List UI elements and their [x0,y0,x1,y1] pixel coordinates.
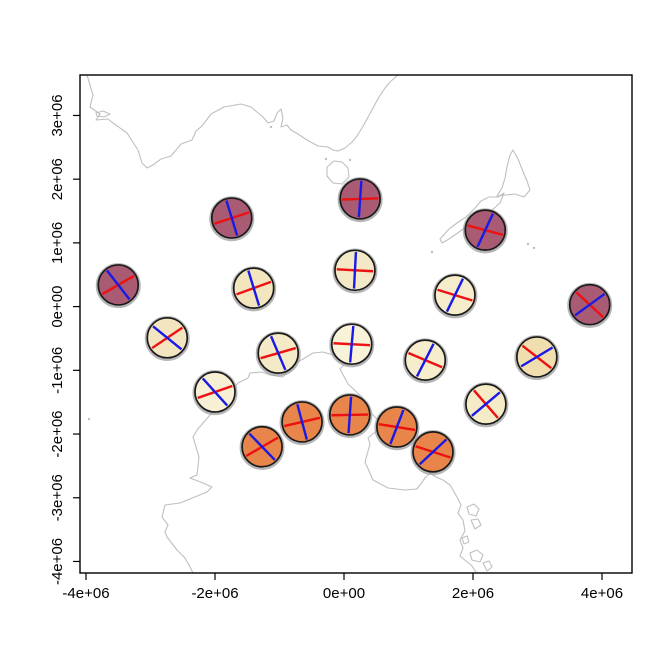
y-axis-tick-label: 3e+06 [49,94,66,136]
glyph-layer [95,177,613,476]
glyph-blue-line [296,403,308,440]
glyph-blue-line [418,438,448,466]
glyph [209,196,255,242]
y-axis-tick-label: 1e+06 [49,222,66,264]
y-axis-tick-label: 0e+00 [49,286,66,328]
glyph [255,331,301,377]
coastline [86,74,399,169]
y-axis-tick-label: -1e+06 [49,347,66,394]
glyph-blue-line [106,269,131,301]
island-outline [461,535,470,545]
glyph-blue-line [389,409,405,445]
glyph [192,370,238,416]
island-outline [482,560,493,572]
y-axis-tick-label: -4e+06 [49,538,66,585]
glyph [279,400,325,446]
glyph [95,263,141,309]
glyph [374,405,420,451]
glyph [329,322,375,368]
island-outline [326,160,350,185]
glyph-blue-line [348,325,355,363]
glyph [144,316,190,362]
islet-speck [87,417,91,421]
glyph-blue-line [269,335,287,371]
island-outline [466,503,480,517]
islet-speck [430,250,434,254]
x-axis-tick-label: -2e+06 [191,585,238,602]
islet-speck [269,125,273,129]
glyph-blue-line [520,346,554,368]
glyph [463,382,509,428]
island-outline [95,110,111,118]
islet-speck [526,242,530,246]
island-outline [469,549,484,563]
glyph-blue-line [201,377,229,407]
glyph-blue-line [445,278,465,313]
glyph-blue-line [152,325,183,351]
glyph-blue-line [574,292,606,317]
glyph [567,282,613,328]
glyph-blue-line [415,343,435,377]
island-outline [470,518,482,530]
island-outline [439,192,505,244]
glyph-blue-line [357,180,363,218]
glyph [327,393,373,439]
y-axis-tick-label: 2e+06 [49,158,66,200]
islet-speck [532,246,536,250]
glyph-blue-line [247,270,261,306]
glyph-blue-line [352,251,358,289]
plot-box [79,74,633,574]
glyph [514,335,560,381]
glyph [332,248,378,294]
glyph-blue-line [347,396,353,434]
axes-layer: -4e+06 -2e+06 0e+00 2e+06 4e+06 -4e+06 -3e+06 -… [49,74,633,602]
glyph-blue-line [248,432,276,461]
glyph [402,338,448,384]
glyph [462,208,508,254]
y-axis-tick-label: -2e+06 [49,410,66,457]
glyph-blue-line [471,391,501,417]
glyph-blue-line [225,200,239,236]
glyph-blue-line [476,213,495,248]
islet-speck [348,158,352,162]
x-axis-tick-label: 2e+06 [452,585,494,602]
x-axis-tick-label: 0e+00 [323,585,365,602]
x-axis-tick-label: -4e+06 [62,585,109,602]
x-axis-tick-label: 4e+06 [581,585,623,602]
island-outline [496,149,531,198]
glyph [410,430,456,476]
islet-speck [324,157,328,161]
glyph [432,273,478,319]
glyph [231,266,277,312]
glyph [337,177,383,223]
y-axis-tick-label: -3e+06 [49,474,66,521]
glyph [239,424,285,470]
